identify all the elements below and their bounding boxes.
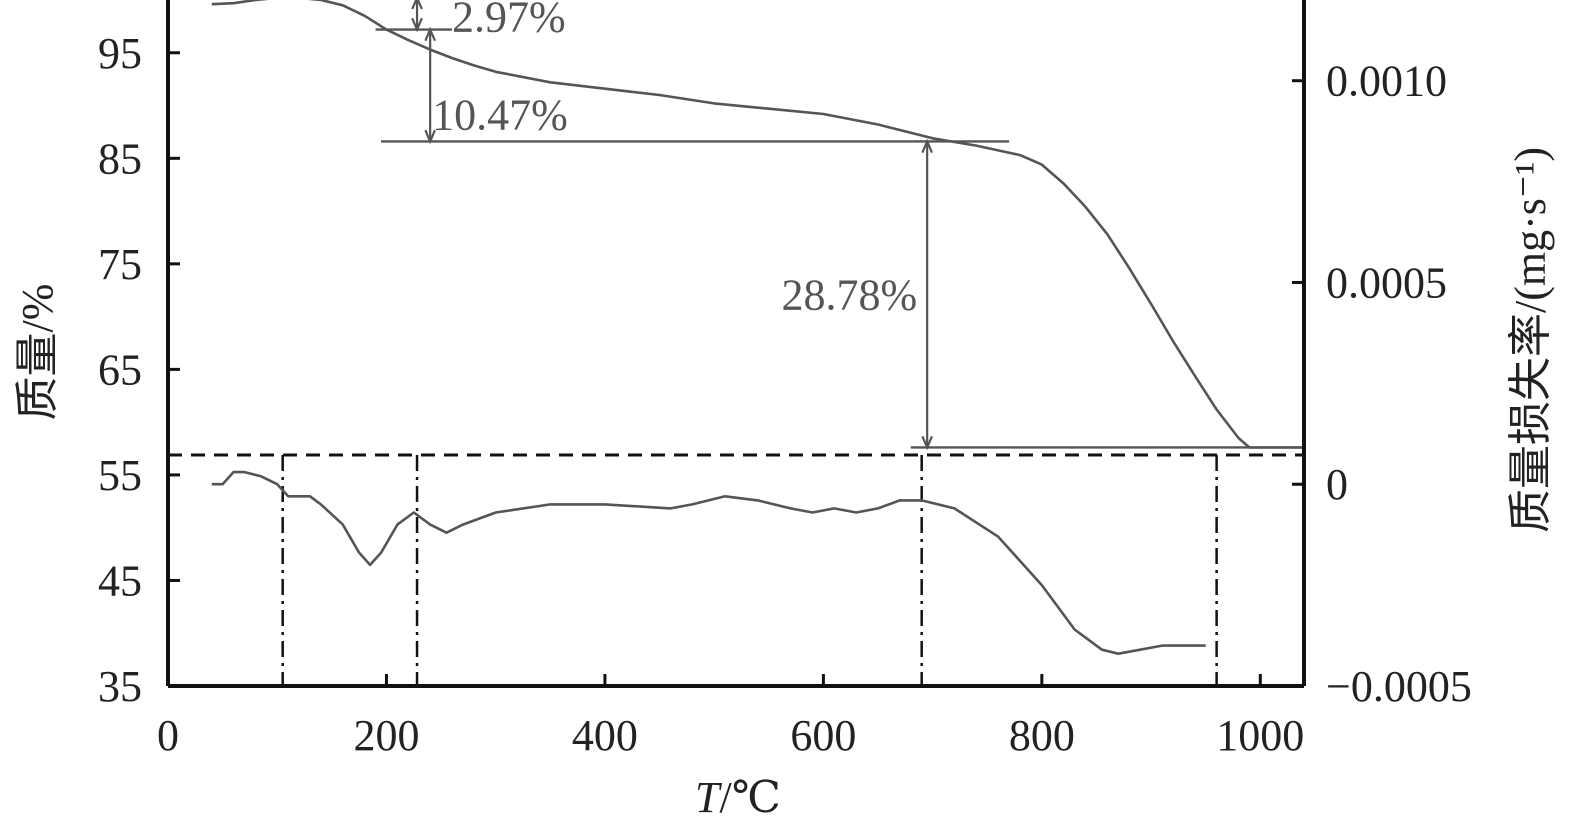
- mass-loss-arrowhead-top-2: [424, 26, 436, 42]
- x-tick-label-0: 0: [157, 711, 179, 760]
- x-tick-label-600: 600: [790, 711, 856, 760]
- x-axis-title-symbol: T: [695, 773, 723, 822]
- series-layer: [211, 0, 1304, 655]
- tg-mass-curve: [211, 0, 1304, 449]
- x-axis-title-unit: /℃: [720, 773, 781, 822]
- mass-loss-arrowhead-bottom-2: [424, 129, 436, 145]
- mass-loss-label-3: 28.78%: [781, 270, 917, 319]
- mass-loss-arrowhead-bottom-3: [921, 435, 933, 451]
- reference-lines-layer: [168, 453, 1304, 686]
- mass-loss-label-1: 2.97%: [452, 0, 566, 42]
- mass-loss-arrowhead-top-1: [411, 0, 423, 10]
- dtg-rate-curve: [211, 470, 1206, 655]
- y-right-tick-label-0: −0.0005: [1326, 662, 1472, 711]
- mass-loss-arrowhead-bottom-1: [411, 17, 423, 33]
- x-tick-label-800: 800: [1009, 711, 1075, 760]
- y-left-tick-label-85: 85: [98, 134, 142, 183]
- annotations-layer: 2.97% 10.47% 28.78%: [375, 0, 1304, 451]
- y-left-tick-label-35: 35: [98, 662, 142, 711]
- mass-loss-label-2: 10.47%: [432, 90, 568, 139]
- y-left-tick-label-45: 45: [98, 556, 142, 605]
- axes-layer: 0 200 400 600 800 1000 35 45 55 65 75 85 95 −0.0005 0 0…: [98, 0, 1472, 760]
- y-left-tick-label-55: 55: [98, 451, 142, 500]
- y-right-tick-label-2: 0.0005: [1326, 258, 1447, 307]
- x-tick-label-200: 200: [353, 711, 419, 760]
- y-right-tick-label-3: 0.0010: [1326, 57, 1447, 106]
- y-right-axis-title: 质量损失率/(mg·s⁻¹): [1506, 147, 1555, 533]
- x-tick-label-400: 400: [572, 711, 638, 760]
- x-axis-title: T/℃: [695, 773, 781, 822]
- x-tick-label-1000: 1000: [1216, 711, 1304, 760]
- y-left-tick-label-95: 95: [98, 29, 142, 78]
- y-left-tick-label-75: 75: [98, 240, 142, 289]
- y-left-tick-label-65: 65: [98, 345, 142, 394]
- y-right-tick-label-1: 0: [1326, 460, 1348, 509]
- mass-loss-arrowhead-top-3: [921, 138, 933, 154]
- y-left-axis-title: 质量/%: [13, 284, 62, 421]
